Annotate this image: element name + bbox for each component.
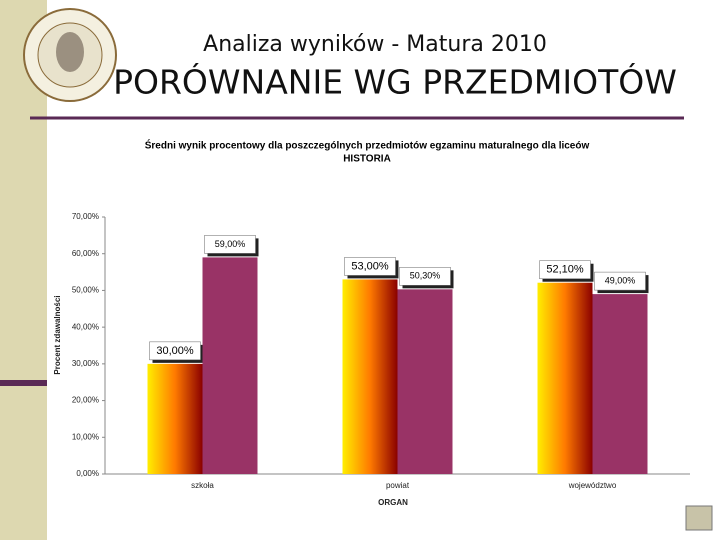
value-label: 30,00%: [156, 345, 194, 357]
y-tick-label: 70,00%: [72, 212, 99, 221]
header-subtitle: PORÓWNANIE WG PRZEDMIOTÓW: [113, 62, 677, 102]
bar: [202, 257, 258, 474]
x-tick-label: szkoła: [191, 481, 214, 490]
value-label-box: [539, 260, 591, 279]
bar: [397, 289, 453, 474]
chart-title: HISTORIA: [343, 154, 391, 165]
x-tick-label: województwo: [568, 481, 617, 490]
y-tick-label: 40,00%: [72, 322, 99, 331]
value-label: 52,10%: [546, 264, 584, 276]
value-label: 49,00%: [605, 275, 636, 285]
y-tick-label: 60,00%: [72, 249, 99, 258]
value-label-box: [149, 341, 201, 361]
value-label-box: [344, 257, 396, 276]
value-label-box: [399, 267, 451, 286]
header-title: Analiza wyników - Matura 2010: [203, 32, 547, 57]
value-label-box: [594, 271, 646, 291]
y-tick-label: 10,00%: [72, 432, 99, 441]
logo: [23, 8, 117, 102]
side-bar: [0, 380, 47, 386]
value-label: 50,30%: [410, 271, 441, 281]
y-tick-label: 0,00%: [76, 469, 99, 478]
bar: [537, 282, 593, 474]
y-tick-label: 20,00%: [72, 396, 99, 405]
x-tick-label: powiat: [386, 481, 410, 490]
value-label: 59,00%: [215, 239, 246, 249]
y-axis-label: Procent zdawalności: [53, 295, 62, 374]
bar: [342, 279, 398, 474]
bar: [592, 294, 648, 474]
y-tick-label: 30,00%: [72, 359, 99, 368]
y-tick-label: 50,00%: [72, 286, 99, 295]
x-axis-label: ORGAN: [378, 498, 408, 507]
value-label-box: [204, 235, 256, 254]
value-label: 53,00%: [351, 260, 389, 272]
chart-title: Średni wynik procentowy dla poszczególny…: [145, 139, 590, 152]
nav-icon[interactable]: [685, 505, 713, 531]
bar: [147, 363, 203, 474]
